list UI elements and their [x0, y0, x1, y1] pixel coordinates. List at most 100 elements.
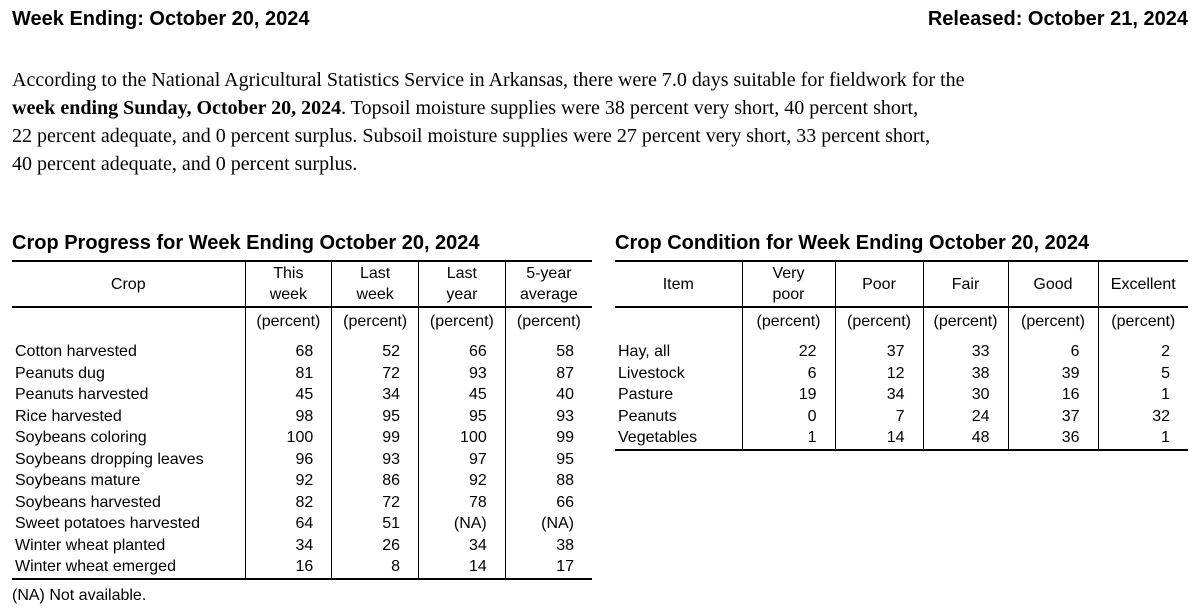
value-cell: 36 — [1007, 427, 1098, 450]
value-cell: 93 — [418, 362, 506, 384]
value-cell: 100 — [418, 427, 506, 449]
row-label: Rice harvested — [15, 407, 122, 425]
crop-condition-table: Item Very poor Poor Fair Good Excellent (perce… — [615, 260, 1188, 451]
row-label: Soybeans harvested — [15, 493, 161, 511]
units-cell: (percent) — [922, 307, 1008, 341]
row-label: Peanuts — [618, 407, 677, 425]
value-cell: 68 — [244, 341, 332, 363]
column-header: 5-year average — [504, 261, 592, 308]
crop-condition-title: Crop Condition for Week Ending October 2… — [615, 232, 1090, 254]
table-row: Sweet potatoes harvested 64 51 (NA) (NA) — [12, 513, 592, 535]
column-header: Excellent — [1097, 261, 1188, 308]
column-header: Crop — [12, 261, 245, 308]
value-cell: 78 — [418, 491, 506, 513]
value-cell: 1 — [1097, 384, 1188, 406]
value-cell: 52 — [331, 341, 419, 363]
units-cell: (percent) — [1007, 307, 1098, 341]
table-row: Pasture 19 34 30 16 1 — [615, 384, 1188, 406]
value-cell: 6 — [1007, 341, 1098, 363]
table-row: Peanuts harvested 45 34 45 40 — [12, 384, 592, 406]
value-cell: 30 — [922, 384, 1008, 406]
column-header: Last week — [331, 261, 419, 308]
units-cell — [615, 307, 742, 341]
value-cell: 82 — [244, 491, 332, 513]
value-cell: 26 — [331, 534, 419, 556]
table-row: Peanuts 0 7 24 37 32 — [615, 405, 1188, 427]
value-cell: 2 — [1097, 341, 1188, 363]
value-cell: 66 — [418, 341, 506, 363]
value-cell: 99 — [504, 427, 592, 449]
week-ending-label: Week Ending: October 20, 2024 — [12, 8, 310, 30]
value-cell: 64 — [244, 513, 332, 535]
value-cell: 16 — [244, 556, 332, 579]
value-cell: 6 — [741, 362, 835, 384]
column-header: Very poor — [741, 261, 835, 308]
value-cell: 86 — [331, 470, 419, 492]
row-label: Soybeans coloring — [15, 429, 147, 446]
crop-condition-section: Crop Condition for Week Ending October 2… — [615, 233, 1188, 606]
value-cell: 32 — [1097, 405, 1188, 427]
value-cell: 93 — [504, 405, 592, 427]
value-cell: 19 — [741, 384, 835, 406]
row-label: Winter wheat emerged — [15, 558, 176, 575]
value-cell: 12 — [834, 362, 923, 384]
value-cell: 66 — [504, 491, 592, 513]
report-header: Week Ending: October 20, 2024 Released: … — [12, 8, 1188, 30]
table-row: Cotton harvested 68 52 66 58 — [12, 341, 592, 363]
released-label: Released: October 21, 2024 — [927, 8, 1188, 30]
value-cell: 34 — [418, 534, 506, 556]
value-cell: 48 — [922, 427, 1008, 450]
table-row: Peanuts dug 81 72 93 87 — [12, 362, 592, 384]
value-cell: 24 — [922, 405, 1008, 427]
table-row: Hay, all 22 37 33 6 2 — [615, 341, 1188, 363]
value-cell: 7 — [834, 405, 923, 427]
row-label: Hay, all — [618, 343, 671, 360]
units-cell — [12, 307, 245, 341]
value-cell: 58 — [504, 341, 592, 363]
value-cell: 93 — [331, 448, 419, 470]
value-cell: 38 — [504, 534, 592, 556]
row-label: Livestock — [618, 364, 685, 382]
value-cell: 1 — [741, 427, 835, 450]
column-header: This week — [244, 261, 332, 308]
value-cell: 51 — [331, 513, 419, 535]
value-cell: 72 — [331, 491, 419, 513]
value-cell: 96 — [244, 448, 332, 470]
value-cell: 45 — [244, 384, 332, 406]
value-cell: 1 — [1097, 427, 1188, 450]
value-cell: 72 — [331, 362, 419, 384]
value-cell: 37 — [834, 341, 923, 363]
table-row: Livestock 6 12 38 39 5 — [615, 362, 1188, 384]
crop-progress-title: Crop Progress for Week Ending October 20… — [12, 232, 480, 254]
summary-text: 40 percent adequate, and 0 percent surpl… — [12, 153, 358, 175]
row-label: Peanuts harvested — [15, 386, 149, 403]
column-header: Item — [615, 261, 742, 308]
row-label: Sweet potatoes harvested — [15, 515, 201, 532]
value-cell: 95 — [504, 448, 592, 470]
value-cell: 81 — [244, 362, 332, 384]
units-cell: (percent) — [418, 307, 506, 341]
value-cell: 95 — [418, 405, 506, 427]
units-cell: (percent) — [834, 307, 923, 341]
table-row: Winter wheat planted 34 26 34 38 — [12, 534, 592, 556]
value-cell: 87 — [504, 362, 592, 384]
table-row: Rice harvested 98 95 95 93 — [12, 405, 592, 427]
value-cell: 98 — [244, 405, 332, 427]
value-cell: 99 — [331, 427, 419, 449]
value-cell: 88 — [504, 470, 592, 492]
value-cell: 100 — [244, 427, 332, 449]
table-row: Soybeans harvested 82 72 78 66 — [12, 491, 592, 513]
summary-bold-text: week ending Sunday, October 20, 2024 — [12, 97, 342, 119]
row-label: Vegetables — [618, 429, 698, 446]
row-label: Winter wheat planted — [15, 536, 166, 554]
value-cell: 97 — [418, 448, 506, 470]
value-cell: 40 — [504, 384, 592, 406]
value-cell: 38 — [922, 362, 1008, 384]
value-cell: 95 — [331, 405, 419, 427]
value-cell: (NA) — [504, 513, 592, 535]
summary-text: . Topsoil moisture supplies were 38 perc… — [341, 97, 919, 119]
row-label: Cotton harvested — [15, 343, 137, 360]
row-label: Peanuts dug — [15, 364, 105, 382]
value-cell: 37 — [1007, 405, 1098, 427]
table-row: Soybeans coloring 100 99 100 99 — [12, 427, 592, 449]
